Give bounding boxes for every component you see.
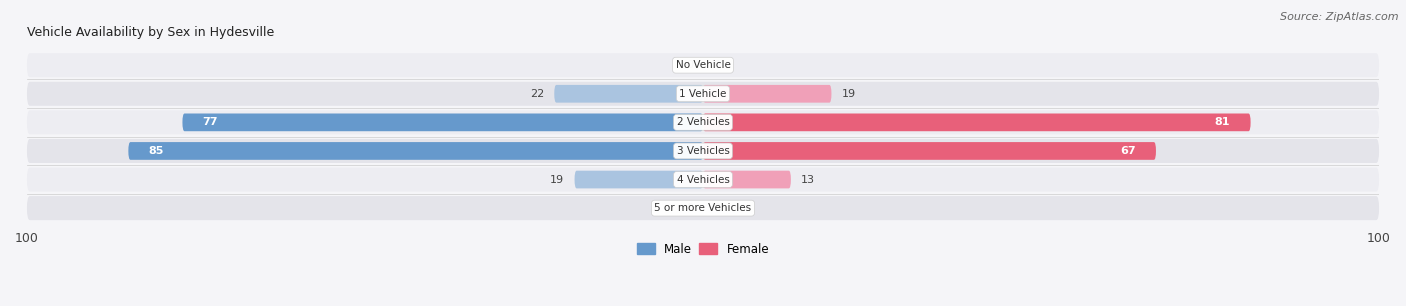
Text: 4 Vehicles: 4 Vehicles	[676, 174, 730, 185]
FancyBboxPatch shape	[703, 114, 1250, 131]
FancyBboxPatch shape	[703, 85, 831, 103]
FancyBboxPatch shape	[27, 167, 1379, 192]
Legend: Male, Female: Male, Female	[633, 238, 773, 260]
Text: 2 Vehicles: 2 Vehicles	[676, 118, 730, 127]
Text: 3 Vehicles: 3 Vehicles	[676, 146, 730, 156]
Text: 67: 67	[1121, 146, 1136, 156]
Text: 77: 77	[202, 118, 218, 127]
Text: Source: ZipAtlas.com: Source: ZipAtlas.com	[1281, 12, 1399, 22]
Text: 0: 0	[686, 60, 693, 70]
Text: 19: 19	[550, 174, 564, 185]
FancyBboxPatch shape	[27, 196, 1379, 220]
Text: 85: 85	[149, 146, 165, 156]
FancyBboxPatch shape	[575, 171, 703, 188]
FancyBboxPatch shape	[27, 82, 1379, 106]
FancyBboxPatch shape	[703, 142, 1156, 160]
Text: Vehicle Availability by Sex in Hydesville: Vehicle Availability by Sex in Hydesvill…	[27, 26, 274, 39]
Text: 0: 0	[713, 203, 720, 213]
FancyBboxPatch shape	[703, 171, 792, 188]
FancyBboxPatch shape	[128, 142, 703, 160]
Text: 1 Vehicle: 1 Vehicle	[679, 89, 727, 99]
Text: 22: 22	[530, 89, 544, 99]
Text: No Vehicle: No Vehicle	[675, 60, 731, 70]
FancyBboxPatch shape	[554, 85, 703, 103]
FancyBboxPatch shape	[183, 114, 703, 131]
FancyBboxPatch shape	[27, 139, 1379, 163]
Text: 81: 81	[1215, 118, 1230, 127]
FancyBboxPatch shape	[27, 110, 1379, 134]
Text: 5 or more Vehicles: 5 or more Vehicles	[654, 203, 752, 213]
Text: 0: 0	[713, 60, 720, 70]
Text: 13: 13	[801, 174, 815, 185]
FancyBboxPatch shape	[27, 53, 1379, 77]
Text: 0: 0	[686, 203, 693, 213]
Text: 19: 19	[842, 89, 856, 99]
